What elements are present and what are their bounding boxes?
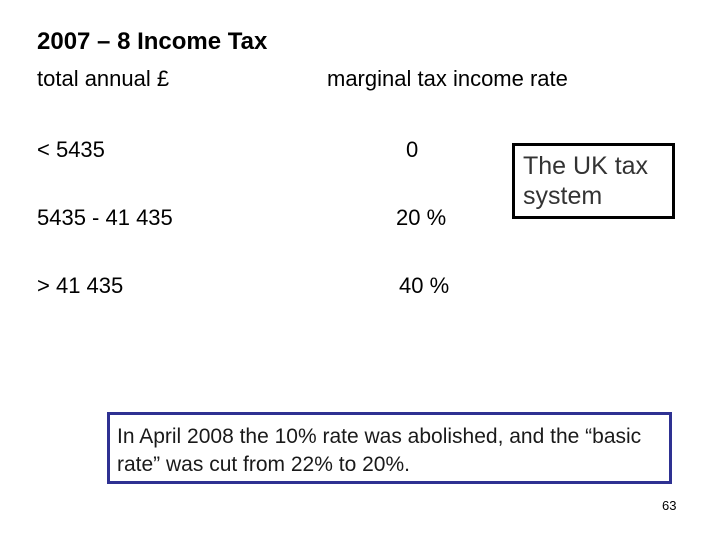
uk-tax-system-callout: The UK tax system xyxy=(512,143,675,219)
row-3-rate: 40 % xyxy=(399,273,450,298)
income-column-header: total annual £ xyxy=(37,66,170,91)
rate-column-header: marginal tax income rate xyxy=(327,66,568,91)
row-1-income: < 5435 xyxy=(37,137,105,162)
callout-text: The UK tax system xyxy=(523,152,649,210)
rate-change-note: In April 2008 the 10% rate was abolished… xyxy=(107,412,672,484)
row-2-income: 5435 - 41 435 xyxy=(37,205,173,230)
slide-title: 2007 – 8 Income Tax xyxy=(37,28,268,55)
row-1-rate: 0 xyxy=(406,137,419,162)
note-text: In April 2008 the 10% rate was abolished… xyxy=(117,425,642,476)
row-2-rate: 20 % xyxy=(396,205,447,230)
row-3-income: > 41 435 xyxy=(37,273,124,298)
page-number: 63 xyxy=(662,498,677,513)
